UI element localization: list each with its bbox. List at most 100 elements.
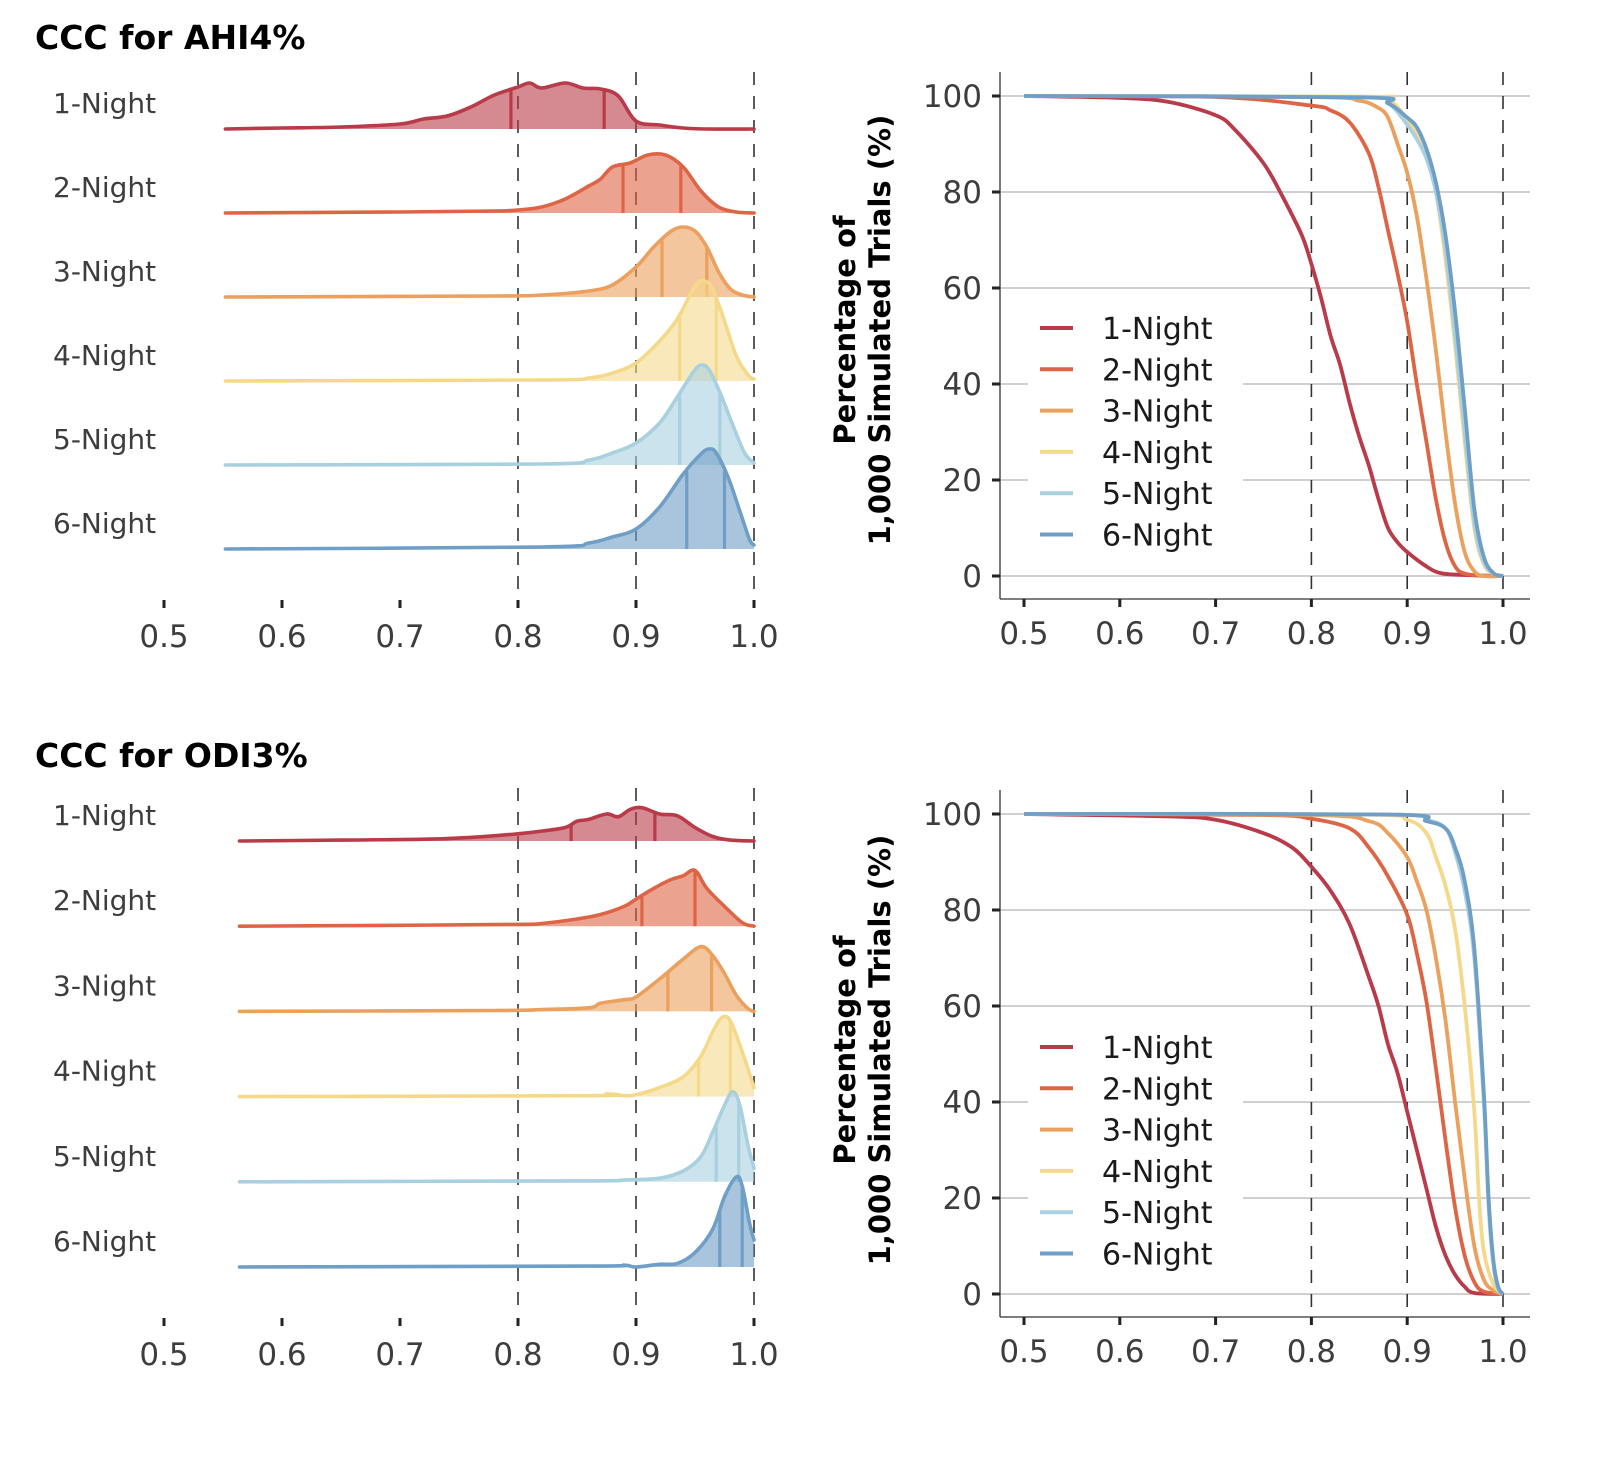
legend-background [1028,1021,1243,1282]
y-axis-label-line: Percentage of [828,215,862,445]
x-tick-label: 0.9 [611,619,660,655]
density-line [223,151,756,215]
x-tick-label: 0.5 [139,619,188,655]
x-tick-label: 0.6 [1095,1334,1144,1370]
y-tick-label: 60 [943,989,982,1025]
series-line [1023,812,1504,1296]
ridge-odi: 1-Night 2-Night 3-Night 4-Night 5-Night 6-Nig… [53,788,779,1373]
legend: 1-Night 2-Night 3-Night 4-Night 5-Night 6-Nig… [1040,1031,1213,1273]
legend-label: 2-Night [1102,353,1213,388]
density-line [223,363,756,467]
series-line [1023,811,1505,1296]
ridge-ahi: 1-Night 2-Night 3-Night 4-Night 5-Night 6-Nig… [53,72,779,655]
panel-title-odi: CCC for ODI3% [35,736,308,775]
density-fill [239,807,754,841]
density-fill [239,1091,754,1182]
y-axis-label: Percentage of1,000 Simulated Trials (%) [828,115,897,546]
x-tick-label: 0.7 [1191,616,1240,652]
density-line [237,944,756,1014]
density-line [223,81,756,131]
x-tick-label: 0.9 [611,1337,660,1373]
legend-label: 1-Night [1102,1031,1213,1066]
x-tick-label: 1.0 [729,1337,778,1373]
y-tick-label: 80 [943,893,982,929]
ecdf-odi: 0 20 40 60 80 100 0.5 0.6 0.7 0.8 0.9 1.0 Percentage… [828,790,1530,1370]
y-tick-label: 40 [943,367,982,403]
row-label: 2-Night [53,884,156,917]
x-tick-label: 0.5 [999,616,1048,652]
y-axis-label-line: Percentage of [828,935,862,1165]
legend-background [1028,302,1243,563]
row-label: 6-Night [53,507,156,540]
x-tick-label: 0.8 [493,1337,542,1373]
row-label: 5-Night [53,423,156,456]
x-tick-label: 0.7 [375,619,424,655]
density-line [237,805,756,843]
legend-label: 5-Night [1102,477,1213,512]
series-line [1023,812,1504,1296]
density-line [223,447,756,551]
x-tick-label: 0.7 [1191,1334,1240,1370]
legend-label: 4-Night [1102,436,1213,471]
density-fill [225,448,754,549]
density-fill [239,869,754,927]
y-tick-label: 20 [943,463,982,499]
x-tick-label: 1.0 [1478,1334,1527,1370]
series-line [1023,94,1504,579]
density-line [237,868,756,928]
density-line [237,1090,756,1184]
x-tick-label: 0.6 [1095,616,1144,652]
legend-label: 4-Night [1102,1155,1213,1190]
x-tick-label: 1.0 [729,619,778,655]
row-label: 1-Night [53,799,156,832]
legend-label: 1-Night [1102,312,1213,347]
x-tick-label: 0.5 [999,1334,1048,1370]
series-line [1023,94,1504,578]
series-line [1023,94,1504,578]
legend-label: 5-Night [1102,1196,1213,1231]
density-fill [225,82,754,130]
row-label: 1-Night [53,87,156,120]
row-label: 2-Night [53,171,156,204]
y-tick-label: 100 [923,79,982,115]
density-line [223,278,756,383]
legend-label: 2-Night [1102,1072,1213,1107]
density-fill [239,1176,754,1268]
row-label: 4-Night [53,1055,156,1088]
ecdf-ahi: 0 20 40 60 80 100 0.5 0.6 0.7 0.8 0.9 1.0 Percentage… [828,72,1530,652]
y-tick-label: 80 [943,175,982,211]
x-tick-label: 0.7 [375,1337,424,1373]
x-tick-label: 0.8 [1287,1334,1336,1370]
y-tick-label: 60 [943,271,982,307]
series-line [1023,94,1504,579]
x-tick-label: 1.0 [1478,616,1527,652]
row-label: 6-Night [53,1225,156,1258]
panel-title-ahi: CCC for AHI4% [35,18,306,57]
y-tick-label: 0 [962,1277,982,1313]
density-line [237,1174,756,1269]
y-axis-label-line: 1,000 Simulated Trials (%) [863,115,897,546]
x-tick-label: 0.8 [493,619,542,655]
y-axis-label: Percentage of1,000 Simulated Trials (%) [828,835,897,1266]
density-fill [225,153,754,213]
row-label: 3-Night [53,255,156,288]
y-tick-label: 100 [923,797,982,833]
legend-label: 3-Night [1102,395,1213,430]
row-label: 5-Night [53,1140,156,1173]
legend-label: 6-Night [1102,519,1213,554]
density-line [237,1014,756,1099]
x-tick-label: 0.5 [139,1337,188,1373]
legend-label: 6-Night [1102,1238,1213,1273]
y-tick-label: 20 [943,1181,982,1217]
row-label: 3-Night [53,969,156,1002]
density-fill [239,946,754,1012]
x-tick-label: 0.6 [257,619,306,655]
legend: 1-Night 2-Night 3-Night 4-Night 5-Night 6-Nig… [1040,312,1213,554]
x-tick-label: 0.9 [1383,1334,1432,1370]
x-tick-label: 0.9 [1383,616,1432,652]
x-tick-label: 0.6 [257,1337,306,1373]
x-tick-label: 0.8 [1287,616,1336,652]
y-tick-label: 40 [943,1085,982,1121]
y-tick-label: 0 [962,559,982,595]
